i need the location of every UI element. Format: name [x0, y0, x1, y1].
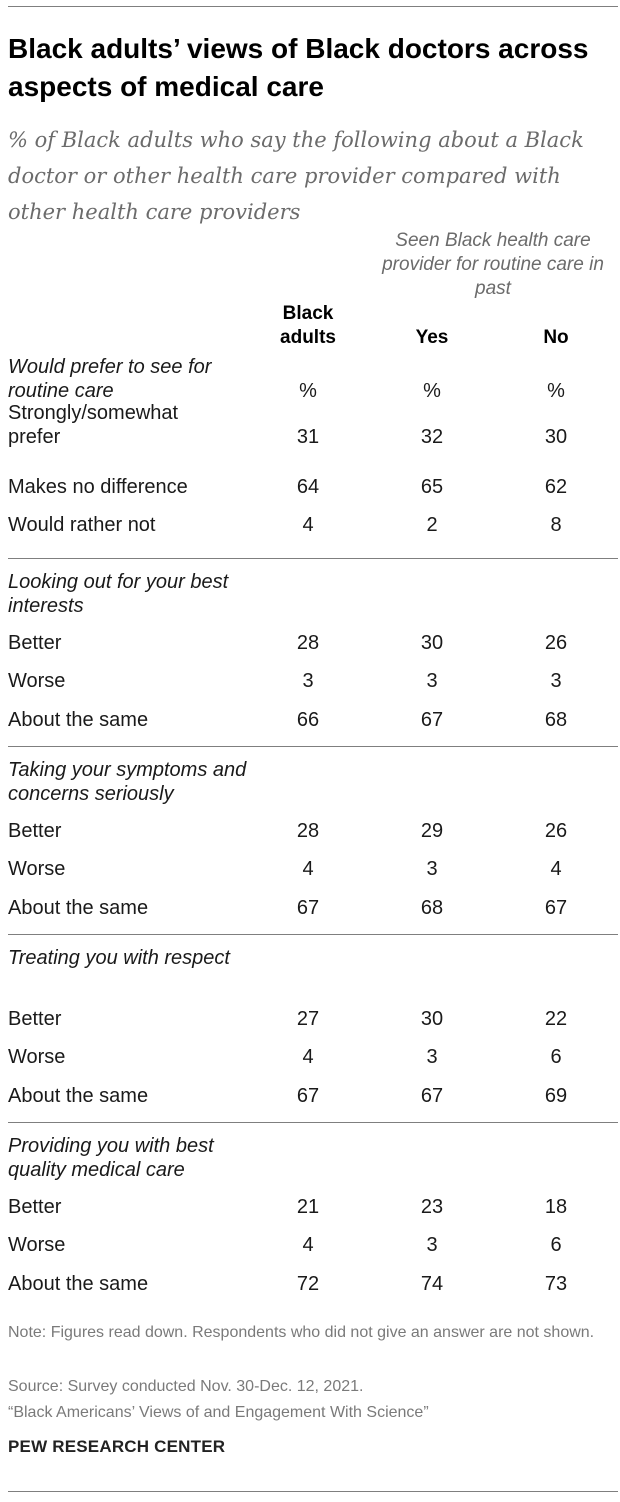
unit-label: % [423, 380, 441, 402]
row-label: About the same [8, 1084, 149, 1107]
table-cell: 72 [296, 1272, 320, 1295]
chart-title: Black adults’ views of Black doctors acr… [8, 33, 589, 102]
table-cell: 69 [544, 1084, 568, 1107]
chart-subtitle: % of Black adults who say the following … [8, 128, 584, 224]
top-rule [8, 6, 618, 7]
table-cell: 28 [296, 820, 320, 842]
table-cell: 32 [420, 426, 444, 448]
row-label: Worse [8, 858, 66, 881]
section-heading: Taking your symptoms and concerns seriou… [8, 759, 247, 805]
row-label: Worse [8, 1234, 66, 1257]
table-cell: 26 [544, 632, 568, 654]
table-cell: 67 [420, 1084, 444, 1107]
table-cell: 68 [420, 896, 444, 919]
row-label: Worse [8, 1046, 66, 1069]
section-heading: Treating you with respect [8, 947, 230, 969]
table-cell: 6 [550, 1046, 562, 1069]
table-cell: 8 [550, 514, 562, 536]
table-cell: 28 [296, 632, 320, 654]
group-header: Seen Black health care provider for rout… [382, 230, 604, 299]
table-cell: 73 [544, 1272, 568, 1295]
table-cell: 3 [426, 670, 438, 693]
table-cell: 4 [550, 858, 562, 881]
table-cell: 74 [420, 1272, 444, 1295]
pew-brand: PEW RESEARCH CENTER [8, 1437, 226, 1456]
row-label: Better [8, 1008, 62, 1030]
table-cell: 3 [302, 670, 314, 693]
table-cell: 23 [420, 1196, 444, 1218]
section-divider [8, 558, 618, 559]
table-cell: 27 [296, 1008, 320, 1030]
section-heading: Looking out for your best interests [8, 571, 229, 617]
table-cell: 3 [426, 1234, 438, 1257]
unit-label: % [547, 380, 565, 402]
source-text: Source: Survey conducted Nov. 30-Dec. 12… [8, 1378, 364, 1395]
table-cell: 62 [544, 476, 568, 498]
table-cell: 4 [302, 1234, 314, 1257]
row-label: Strongly/somewhat prefer [8, 402, 179, 448]
row-label: Worse [8, 670, 66, 693]
table-cell: 64 [296, 476, 320, 498]
section-heading: Providing you with best quality medical … [8, 1135, 214, 1181]
table-cell: 65 [420, 476, 444, 498]
table-cell: 3 [426, 858, 438, 881]
row-label: Better [8, 820, 62, 842]
table-cell: 68 [544, 708, 568, 731]
table-cell: 3 [550, 670, 562, 693]
row-label: About the same [8, 708, 149, 731]
table-cell: 67 [544, 896, 568, 919]
table-cell: 29 [420, 820, 444, 842]
section-divider [8, 934, 618, 935]
table-cell: 26 [544, 820, 568, 842]
report-text: “Black Americans’ Views of and Engagemen… [8, 1404, 429, 1421]
note-text: Note: Figures read down. Respondents who… [8, 1324, 595, 1341]
row-label: Better [8, 632, 62, 654]
table-cell: 4 [302, 514, 314, 536]
table-cell: 67 [296, 896, 320, 919]
table-cell: 4 [302, 1046, 314, 1069]
table-cell: 4 [302, 858, 314, 881]
table-cell: 67 [420, 708, 444, 731]
table-cell: 67 [296, 1084, 320, 1107]
row-label: Better [8, 1196, 62, 1218]
row-label: Would rather not [8, 514, 156, 536]
table-cell: 2 [426, 514, 438, 536]
table-cell: 18 [544, 1196, 568, 1218]
table-cell: 30 [544, 426, 568, 448]
section-divider [8, 1122, 618, 1123]
row-label: About the same [8, 1272, 149, 1295]
table-cell: 6 [550, 1234, 562, 1257]
table-cell: 3 [426, 1046, 438, 1069]
bottom-rule [8, 1491, 618, 1492]
section-divider [8, 746, 618, 747]
section-heading: Would prefer to see for routine care [8, 356, 212, 402]
column-header-yes: Yes [415, 327, 449, 348]
table-cell: 31 [296, 426, 320, 448]
table-cell: 30 [420, 1008, 444, 1030]
table-cell: 66 [296, 708, 320, 731]
unit-label: % [299, 380, 317, 402]
table-cell: 22 [544, 1008, 568, 1030]
column-header-black-adults: Black adults [280, 303, 336, 348]
row-label: About the same [8, 896, 149, 919]
table-cell: 30 [420, 632, 444, 654]
row-label: Makes no difference [8, 476, 188, 498]
column-header-no: No [543, 327, 569, 348]
table-cell: 21 [296, 1196, 320, 1218]
